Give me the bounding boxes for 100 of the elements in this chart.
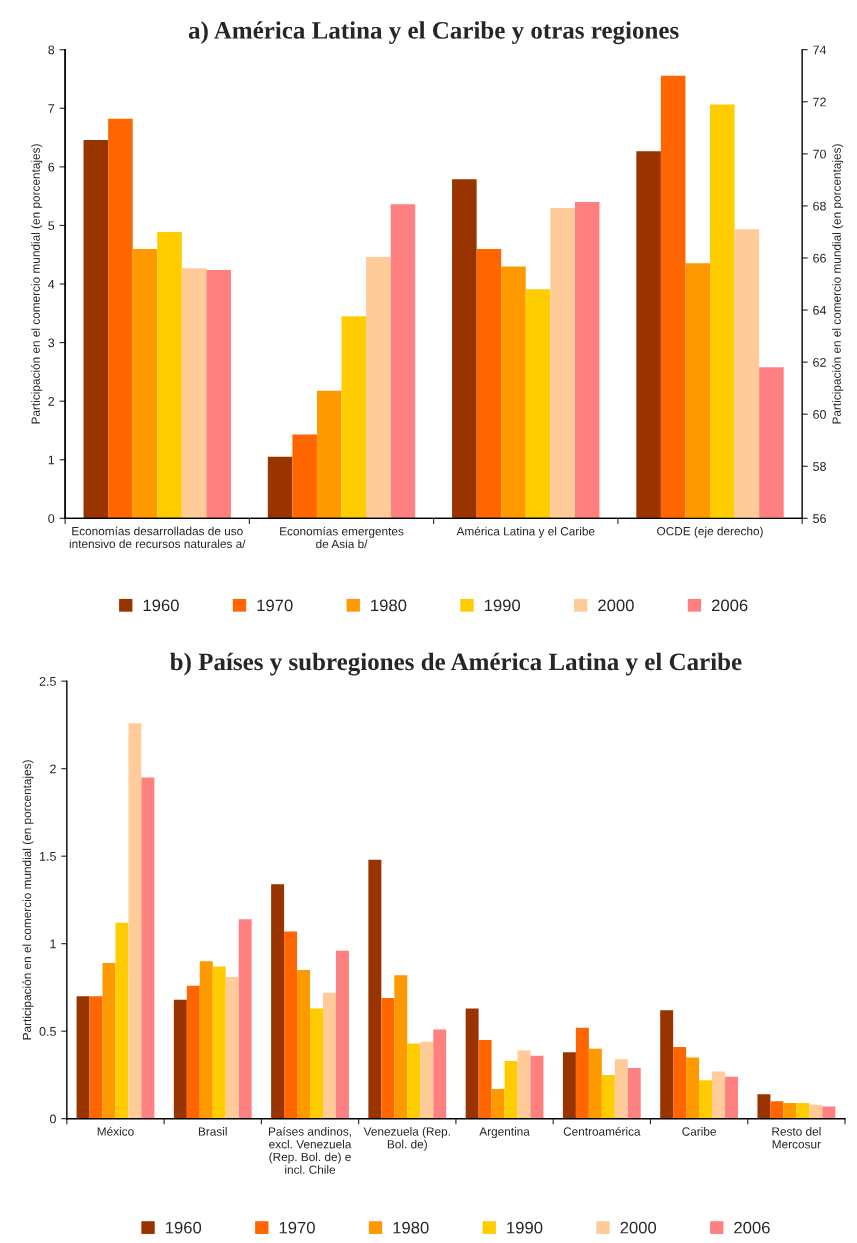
bar bbox=[433, 1029, 447, 1119]
bar bbox=[186, 985, 200, 1119]
bar bbox=[601, 1074, 615, 1119]
bar bbox=[128, 723, 142, 1119]
bar bbox=[271, 884, 285, 1119]
bar bbox=[335, 950, 349, 1119]
x-tick-label: Economías desarrolladas de uso intensivo de recursos naturales a/ bbox=[69, 526, 246, 549]
x-tick-label: Países andinos, excl. Venezuela (Rep. Bol. de) e incl. Chile bbox=[268, 1126, 352, 1174]
bar bbox=[588, 1048, 602, 1119]
bar bbox=[310, 1008, 323, 1119]
bar bbox=[673, 1046, 687, 1119]
bar bbox=[517, 1050, 531, 1119]
y-tick-label: 1 bbox=[48, 455, 55, 465]
y2-tick-label: 74 bbox=[813, 45, 827, 55]
bar bbox=[381, 997, 395, 1119]
bar bbox=[574, 202, 600, 519]
y-tick-label: 1 bbox=[50, 939, 56, 949]
bar bbox=[452, 179, 477, 519]
bar bbox=[822, 1106, 836, 1119]
bar bbox=[206, 269, 231, 519]
legend-label: 2000 bbox=[598, 599, 634, 612]
bar bbox=[341, 316, 367, 519]
x-tick-label: Centroamérica bbox=[563, 1126, 641, 1136]
bar bbox=[809, 1104, 823, 1119]
y2-tick-label: 68 bbox=[813, 201, 826, 211]
legend-label: 1970 bbox=[257, 599, 293, 612]
bar bbox=[108, 118, 133, 519]
x-tick-label: Brasil bbox=[198, 1127, 227, 1136]
bar bbox=[132, 248, 158, 519]
y2-tick-label: 72 bbox=[813, 97, 826, 107]
bar bbox=[83, 139, 109, 519]
bar bbox=[699, 1080, 713, 1119]
y2-tick-label: 64 bbox=[813, 305, 827, 315]
bar bbox=[267, 456, 293, 519]
bar bbox=[796, 1102, 810, 1119]
legend-label: 2000 bbox=[620, 1221, 657, 1234]
bar bbox=[686, 1057, 700, 1119]
bar bbox=[322, 992, 336, 1119]
bar bbox=[627, 1067, 641, 1119]
bar bbox=[562, 1052, 576, 1119]
bar bbox=[199, 961, 213, 1119]
y-tick-label: 7 bbox=[48, 104, 55, 113]
bar bbox=[157, 231, 182, 519]
y-tick-label: 5 bbox=[48, 221, 55, 231]
bar bbox=[76, 996, 90, 1119]
x-tick-label: OCDE (eje derecho) bbox=[657, 526, 763, 538]
legend-label: 2006 bbox=[734, 1221, 770, 1234]
y-tick-label: 0 bbox=[49, 1114, 56, 1124]
bar bbox=[491, 1088, 505, 1119]
bar bbox=[225, 976, 239, 1119]
y2-tick-label: 60 bbox=[813, 410, 826, 419]
y-tick-label: 3 bbox=[48, 338, 55, 348]
bar bbox=[366, 257, 391, 519]
y-tick-label: 8 bbox=[48, 45, 55, 55]
bar bbox=[660, 1010, 674, 1119]
bar bbox=[550, 207, 575, 519]
legend-label: 1960 bbox=[143, 599, 179, 612]
legend-label: 1960 bbox=[165, 1221, 202, 1234]
y2-tick-label: 62 bbox=[813, 357, 826, 367]
chart-title: a) América Latina y el Caribe y otras regiones bbox=[188, 21, 679, 45]
bar bbox=[407, 1043, 421, 1119]
x-tick-label: Economías emergentes de Asia b/ bbox=[280, 526, 404, 549]
y-tick-label: 4 bbox=[48, 279, 55, 289]
bar bbox=[575, 1027, 589, 1119]
bar bbox=[420, 1041, 434, 1119]
legend-label: 1980 bbox=[393, 1221, 429, 1234]
bar bbox=[368, 859, 382, 1119]
y-tick-label: 0.5 bbox=[39, 1026, 56, 1036]
chart-title: b) Países y subregiones de América Latina y el Caribe bbox=[170, 652, 742, 676]
legend-label: 2006 bbox=[711, 599, 748, 612]
bar bbox=[783, 1102, 797, 1119]
bar bbox=[525, 289, 551, 519]
x-tick-label: América Latina y el Caribe bbox=[456, 526, 595, 538]
bar bbox=[725, 1076, 739, 1119]
bar bbox=[770, 1101, 784, 1119]
y-tick-label: 2 bbox=[50, 764, 56, 774]
bar bbox=[297, 969, 311, 1119]
legend-label: 1970 bbox=[279, 1221, 315, 1234]
bar bbox=[141, 777, 155, 1119]
bar bbox=[89, 996, 103, 1119]
bar bbox=[530, 1055, 544, 1119]
y-axis-title: Participación en el comercio mundial (en porcentajes) bbox=[22, 760, 34, 1040]
y-tick-label: 0 bbox=[48, 514, 55, 523]
x-tick-label: Resto del Mercosur bbox=[772, 1127, 821, 1149]
y2-tick-label: 66 bbox=[813, 253, 826, 263]
legend-label: 1990 bbox=[507, 1221, 543, 1234]
bar bbox=[212, 966, 226, 1119]
x-tick-label: Caribe bbox=[682, 1127, 716, 1136]
bar bbox=[504, 1060, 518, 1119]
x-tick-label: México bbox=[97, 1126, 134, 1136]
bar bbox=[173, 999, 187, 1119]
y2-tick-label: 70 bbox=[813, 149, 826, 159]
legend-label: 1980 bbox=[371, 599, 407, 612]
bar bbox=[757, 1094, 771, 1119]
bar bbox=[390, 204, 416, 519]
y-tick-label: 1.5 bbox=[40, 852, 56, 861]
bar bbox=[292, 434, 317, 519]
y2-tick-label: 58 bbox=[813, 462, 826, 471]
y-tick-label: 6 bbox=[48, 162, 55, 172]
bar bbox=[394, 975, 408, 1119]
